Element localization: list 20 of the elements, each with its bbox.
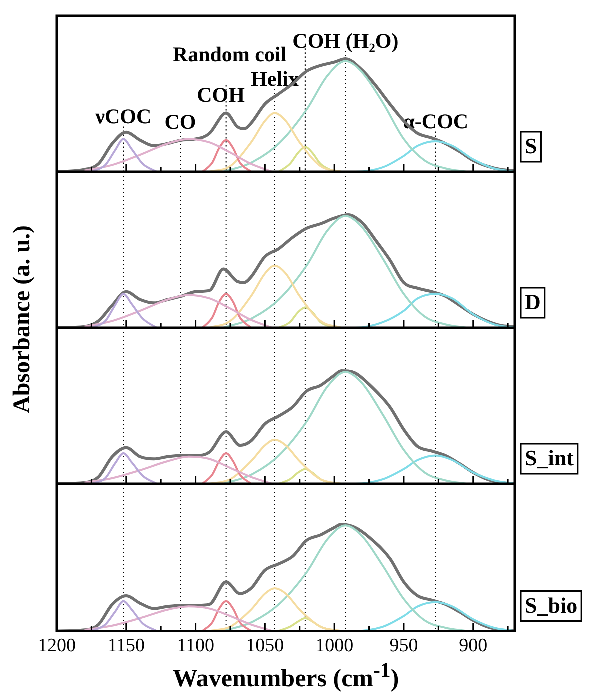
x-tick-label: 1200 <box>38 636 76 657</box>
x-tick-label: 900 <box>459 636 488 657</box>
ref-line-label: COH (H₂O) <box>292 28 399 53</box>
ref-line-label: νCOC <box>94 104 152 129</box>
x-axis-title: Wavenumbers (cm$^{-1}$) <box>172 658 400 694</box>
ref-line-label: α-COC <box>403 110 469 134</box>
text: S <box>525 134 538 159</box>
x-tick-label: 1150 <box>108 636 146 657</box>
ref-line-label: Helix <box>250 66 300 91</box>
ref-line-label: CO <box>164 110 196 134</box>
x-tick-label: 1050 <box>246 636 284 657</box>
ref-line-label: Random coil <box>172 42 287 67</box>
x-tick-label: 950 <box>390 636 418 657</box>
ref-line-label: COH <box>197 83 245 108</box>
x-tick-label: 1100 <box>177 636 214 657</box>
text: S_bio <box>525 592 578 618</box>
y-axis-title: Absorbance (a. u.) <box>10 225 36 414</box>
text: S_int <box>525 446 575 471</box>
x-tick-label: 1000 <box>316 636 354 657</box>
text: D <box>525 290 541 315</box>
